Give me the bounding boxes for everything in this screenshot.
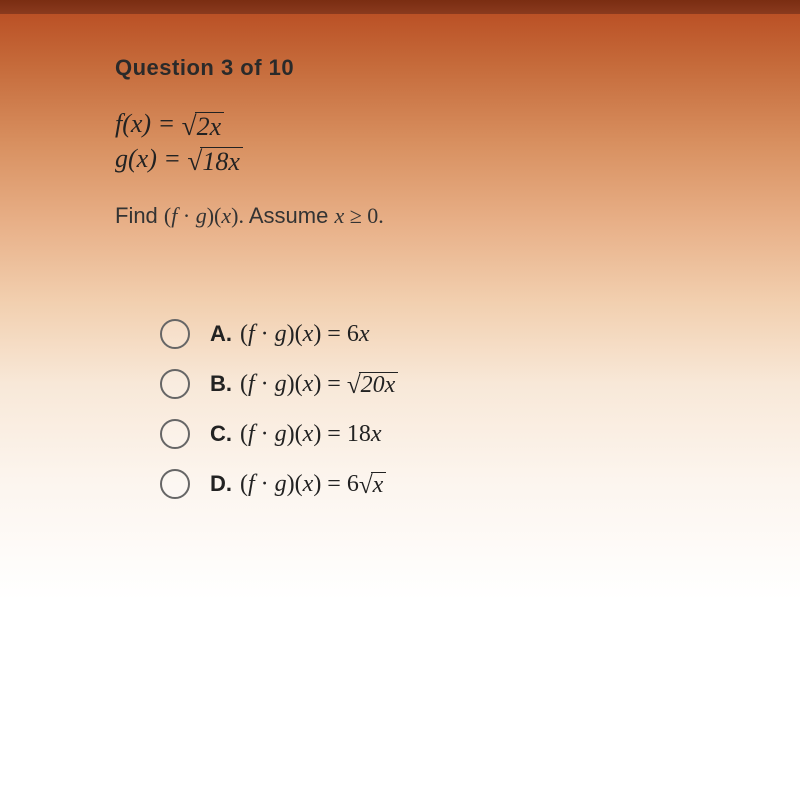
lhs-mid: )( (287, 371, 303, 397)
lhs-open: ( (240, 371, 248, 397)
sqrt-icon: √20x (347, 372, 398, 398)
lhs-dot: · (255, 421, 275, 447)
g-radicand: 18x (200, 147, 243, 175)
lhs-open: ( (240, 421, 248, 447)
prompt-post: Assume (244, 203, 334, 228)
f-lhs: f(x) = (115, 109, 182, 138)
c-var: x (371, 421, 382, 447)
choice-a-math: (f · g)(x) = 6x (240, 321, 370, 348)
choice-b-math: (f · g)(x) = √20x (240, 371, 398, 399)
window-top-bar (0, 0, 800, 14)
lhs-x: x (303, 371, 314, 397)
lhs-open: ( (240, 321, 248, 347)
given-g: g(x) = √18x (115, 144, 740, 175)
choice-a-label: A. (210, 321, 232, 347)
cond-var: x (334, 203, 344, 228)
radio-d[interactable] (160, 469, 190, 499)
c-coef: 18 (347, 421, 371, 447)
choice-a[interactable]: A. (f · g)(x) = 6x (160, 319, 740, 349)
lhs-f: f (248, 471, 255, 497)
p-g: g (196, 203, 207, 228)
lhs-g: g (275, 471, 287, 497)
d-coef: 6 (347, 471, 359, 497)
lhs-dot: · (255, 471, 275, 497)
sqrt-icon: √18x (187, 147, 243, 175)
given-f: f(x) = √2x (115, 109, 740, 140)
p-end: ). (231, 203, 244, 228)
a-var: x (359, 321, 370, 347)
prompt-text: Find (f · g)(x). Assume x ≥ 0. (115, 203, 740, 229)
choice-c[interactable]: C. (f · g)(x) = 18x (160, 419, 740, 449)
choice-c-math: (f · g)(x) = 18x (240, 421, 382, 448)
choice-d-label: D. (210, 471, 232, 497)
lhs-close: ) = (313, 371, 347, 397)
f-radicand: 2x (195, 112, 225, 140)
lhs-dot: · (255, 321, 275, 347)
lhs-f: f (248, 421, 255, 447)
radio-c[interactable] (160, 419, 190, 449)
cond-rest: ≥ 0. (344, 203, 384, 228)
choice-d[interactable]: D. (f · g)(x) = 6√x (160, 469, 740, 499)
p-x: x (221, 203, 231, 228)
lhs-g: g (275, 371, 287, 397)
lhs-g: g (275, 321, 287, 347)
lhs-open: ( (240, 471, 248, 497)
prompt-pre: Find (115, 203, 164, 228)
sqrt-icon: √x (359, 472, 386, 498)
lhs-g: g (275, 421, 287, 447)
radio-a[interactable] (160, 319, 190, 349)
question-counter: Question 3 of 10 (115, 55, 740, 81)
a-coef: 6 (347, 321, 359, 347)
choice-c-label: C. (210, 421, 232, 447)
p-dot: · (177, 203, 195, 228)
lhs-mid: )( (287, 421, 303, 447)
choice-b[interactable]: B. (f · g)(x) = √20x (160, 369, 740, 399)
choice-d-math: (f · g)(x) = 6√x (240, 471, 386, 499)
lhs-mid: )( (287, 471, 303, 497)
lhs-x: x (303, 421, 314, 447)
d-radicand: x (371, 472, 387, 498)
g-lhs: g(x) = (115, 144, 187, 173)
p-close: )( (207, 203, 222, 228)
sqrt-icon: √2x (182, 112, 225, 140)
question-panel: Question 3 of 10 f(x) = √2x g(x) = √18x … (115, 55, 740, 519)
lhs-x: x (303, 471, 314, 497)
choice-b-label: B. (210, 371, 232, 397)
lhs-f: f (248, 321, 255, 347)
lhs-close: ) = (313, 471, 347, 497)
lhs-mid: )( (287, 321, 303, 347)
lhs-close: ) = (313, 321, 347, 347)
choice-list: A. (f · g)(x) = 6x B. (f · g)(x) = √20x … (160, 319, 740, 499)
lhs-close: ) = (313, 421, 347, 447)
radio-b[interactable] (160, 369, 190, 399)
lhs-x: x (303, 321, 314, 347)
b-radicand: 20x (359, 372, 399, 398)
lhs-dot: · (255, 371, 275, 397)
lhs-f: f (248, 371, 255, 397)
